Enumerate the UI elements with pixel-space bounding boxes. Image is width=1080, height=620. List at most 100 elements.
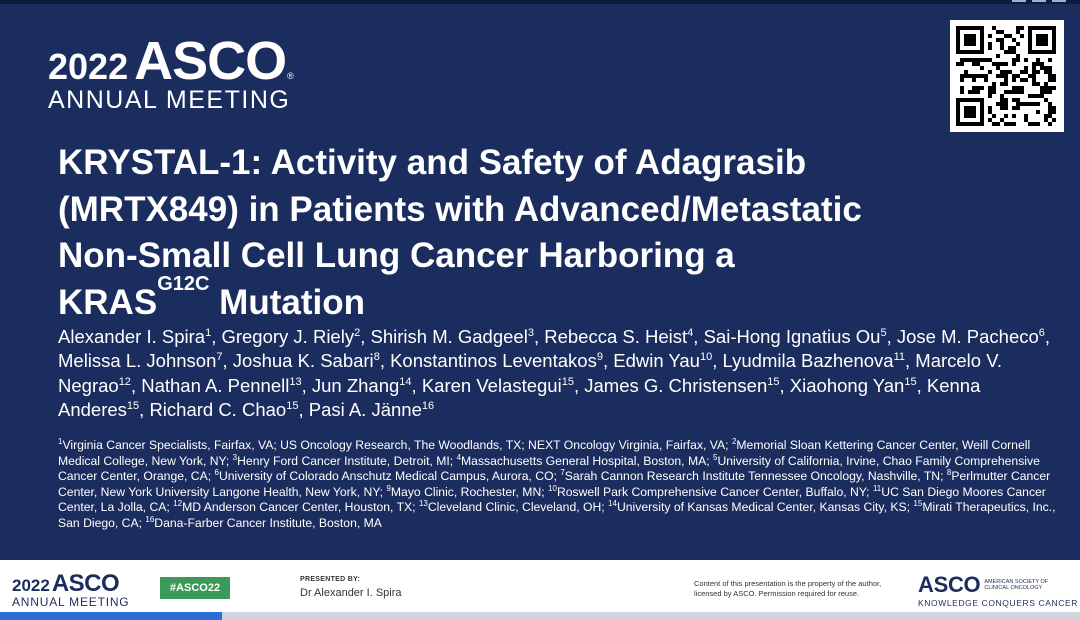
author-affiliation-number: 6: [1038, 326, 1045, 339]
author-affiliation-number: 4: [687, 326, 694, 339]
author-name: Kenna Anderes: [58, 374, 981, 420]
slide-footer: 2022ASCO ANNUAL MEETING #ASCO22 PRESENTE…: [0, 560, 1080, 620]
presented-by-label: PRESENTED BY:: [300, 576, 361, 583]
affiliation-text: Roswell Park Comprehensive Cancer Center…: [556, 484, 873, 499]
author-name: Shirish M. Gadgeel: [370, 326, 528, 347]
affiliation-text: University of Kansas Medical Center, Kan…: [616, 500, 914, 515]
author-affiliation-number: 15: [904, 375, 917, 388]
affiliation-text: University of Colorado Anschutz Medical …: [218, 469, 561, 484]
author-name: Konstantinos Leventakos: [390, 350, 597, 372]
affiliation-number: 7: [560, 468, 565, 478]
author-name: Melissa L. Johnson: [58, 350, 217, 372]
affiliation-number: 10: [548, 483, 557, 493]
author-affiliation-number: 2: [354, 326, 361, 339]
slide: 2022 ASCO ® ANNUAL MEETING KRYSTAL-1: Ac…: [0, 0, 1080, 532]
copyright-notice: Content of this presentation is the prop…: [694, 579, 882, 598]
footer-logo-subtitle: ANNUAL MEETING: [12, 595, 130, 609]
affiliation-text: Mayo Clinic, Rochester, MN;: [390, 484, 549, 499]
footer-gray-bar: [222, 612, 1080, 620]
footer-accent-bar: [0, 612, 222, 620]
author-affiliation-number: 7: [216, 351, 223, 364]
presented-by: PRESENTED BY: Dr Alexander I. Spira: [300, 576, 402, 599]
title-line-3: Non-Small Cell Lung Cancer Harboring a: [58, 236, 735, 275]
affiliation-list: 1Virginia Cancer Specialists, Fairfax, V…: [58, 436, 1058, 532]
logo-year: 2022: [48, 46, 129, 87]
affiliation-number: 11: [872, 483, 882, 493]
author-name: Lyudmila Bazhenova: [722, 350, 894, 372]
affiliation-text: UC San Diego Moores Cancer Center, La Jo…: [58, 484, 1046, 515]
affiliation-number: 9: [386, 483, 391, 493]
author-name: Xiaohong Yan: [789, 374, 905, 396]
affiliation-text: Sarah Cannon Research Institute Tennesse…: [564, 469, 947, 484]
author-name: Nathan A. Pennell: [141, 374, 290, 396]
author-name: Alexander I. Spira: [58, 326, 206, 347]
author-name: Marcelo V. Negrao: [58, 350, 1002, 396]
author-name: Edwin Yau: [613, 350, 700, 372]
footer-asco-logo: 2022ASCO ANNUAL MEETING: [12, 570, 129, 609]
author-affiliation-number: 15: [767, 375, 780, 388]
author-name: Gregory J. Riely: [221, 326, 355, 347]
affiliation-number: 2: [731, 436, 737, 446]
title-line-4-mutation: Mutation: [209, 282, 365, 322]
author-affiliation-number: 10: [699, 351, 713, 364]
asco-society-wordmark: ASCO: [918, 572, 981, 597]
affiliation-number: 8: [946, 468, 952, 478]
affiliation-number: 1: [58, 436, 63, 446]
affiliation-text: Perlmutter Cancer Center, New York Unive…: [58, 469, 1051, 499]
title-line-4-kras: KRAS: [58, 282, 158, 322]
author-affiliation-number: 15: [286, 399, 299, 412]
affiliation-text: Memorial Sloan Kettering Cancer Center, …: [58, 438, 1031, 468]
window-controls: [1012, 0, 1066, 4]
author-affiliation-number: 11: [893, 351, 905, 364]
affiliation-number: 5: [713, 452, 718, 462]
logo-name: ASCO: [134, 31, 287, 91]
asco-society-logo: ASCO AMERICAN SOCIETY OF CLINICAL ONCOLO…: [918, 572, 1078, 608]
author-affiliation-number: 3: [527, 326, 534, 339]
author-name: Jose M. Pacheco: [896, 326, 1039, 347]
author-list: Alexander I. Spira1, Gregory J. Riely2, …: [58, 326, 1051, 420]
author-affiliation-number: 16: [421, 399, 435, 412]
affiliation-text: University of California, Irvine, Chao F…: [58, 453, 1040, 484]
author-affiliation-number: 8: [373, 351, 380, 364]
affiliation-number: 4: [456, 452, 462, 462]
author-affiliation-number: 15: [126, 399, 140, 412]
author-name: Richard C. Chao: [149, 398, 287, 420]
logo-subtitle: ANNUAL MEETING: [48, 86, 291, 114]
top-strip: [0, 0, 1080, 4]
logo-registered-mark: ®: [287, 71, 294, 81]
title-line-1: KRYSTAL-1: Activity and Safety of Adagra…: [58, 143, 807, 182]
hashtag-badge: #ASCO22: [160, 577, 230, 599]
affiliation-number: 16: [145, 514, 155, 524]
author-affiliation-number: 15: [561, 375, 574, 388]
author-affiliation-number: 9: [596, 351, 603, 364]
affiliation-number: 12: [173, 499, 183, 509]
author-name: Joshua K. Sabari: [232, 350, 374, 372]
affiliation-text: MD Anderson Cancer Center, Houston, TX;: [182, 500, 419, 515]
affiliation-number: 14: [608, 499, 617, 509]
presentation-title: KRYSTAL-1: Activity and Safety of Adagra…: [58, 140, 1038, 326]
author-name: Jun Zhang: [311, 374, 400, 396]
author-affiliation-number: 13: [289, 375, 302, 388]
affiliation-text: Cleveland Clinic, Cleveland, OH;: [427, 500, 609, 515]
affiliation-text: Henry Ford Cancer Institute, Detroit, MI…: [237, 453, 457, 468]
asco-tagline: KNOWLEDGE CONQUERS CANCER: [918, 598, 1078, 608]
title-line-2: (MRTX849) in Patients with Advanced/Meta…: [58, 189, 862, 229]
author-name: Rebecca S. Heist: [544, 326, 688, 347]
affiliation-number: 3: [232, 452, 238, 462]
affiliation-number: 13: [418, 499, 428, 509]
author-name: Sai-Hong Ignatius Ou: [703, 326, 881, 347]
affiliation-number: 6: [214, 468, 219, 478]
affiliation-text: Virginia Cancer Specialists, Fairfax, VA…: [62, 438, 732, 452]
presenter-name: Dr Alexander I. Spira: [300, 587, 402, 599]
affiliation-text: Dana-Farber Cancer Institute, Boston, MA: [154, 515, 382, 530]
qr-code-icon: [950, 20, 1064, 132]
author-affiliation-number: 1: [205, 326, 212, 339]
author-name: Karen Velastegui: [421, 374, 562, 396]
affiliation-number: 15: [913, 499, 923, 509]
author-affiliation-number: 12: [118, 375, 131, 388]
affiliation-text: Massachusetts General Hospital, Boston, …: [461, 453, 714, 468]
footer-logo-year: 2022: [12, 576, 50, 595]
title-g12c-superscript: G12C: [157, 272, 210, 295]
author-affiliation-number: 14: [399, 375, 412, 388]
affiliation-text: Mirati Therapeutics, Inc., San Diego, CA…: [58, 500, 1056, 530]
